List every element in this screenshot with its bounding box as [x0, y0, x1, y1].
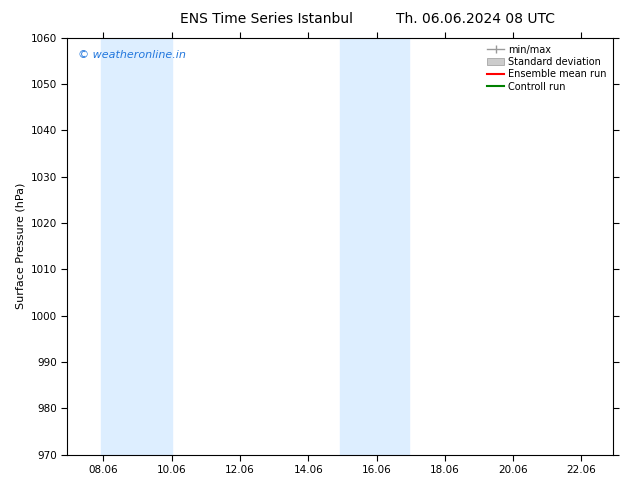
Legend: min/max, Standard deviation, Ensemble mean run, Controll run: min/max, Standard deviation, Ensemble me…: [483, 41, 611, 96]
Y-axis label: Surface Pressure (hPa): Surface Pressure (hPa): [15, 183, 25, 309]
Text: Th. 06.06.2024 08 UTC: Th. 06.06.2024 08 UTC: [396, 12, 555, 26]
Text: ENS Time Series Istanbul: ENS Time Series Istanbul: [180, 12, 353, 26]
Bar: [101, 38, 172, 455]
Bar: [340, 38, 408, 455]
Text: © weatheronline.in: © weatheronline.in: [78, 50, 186, 60]
